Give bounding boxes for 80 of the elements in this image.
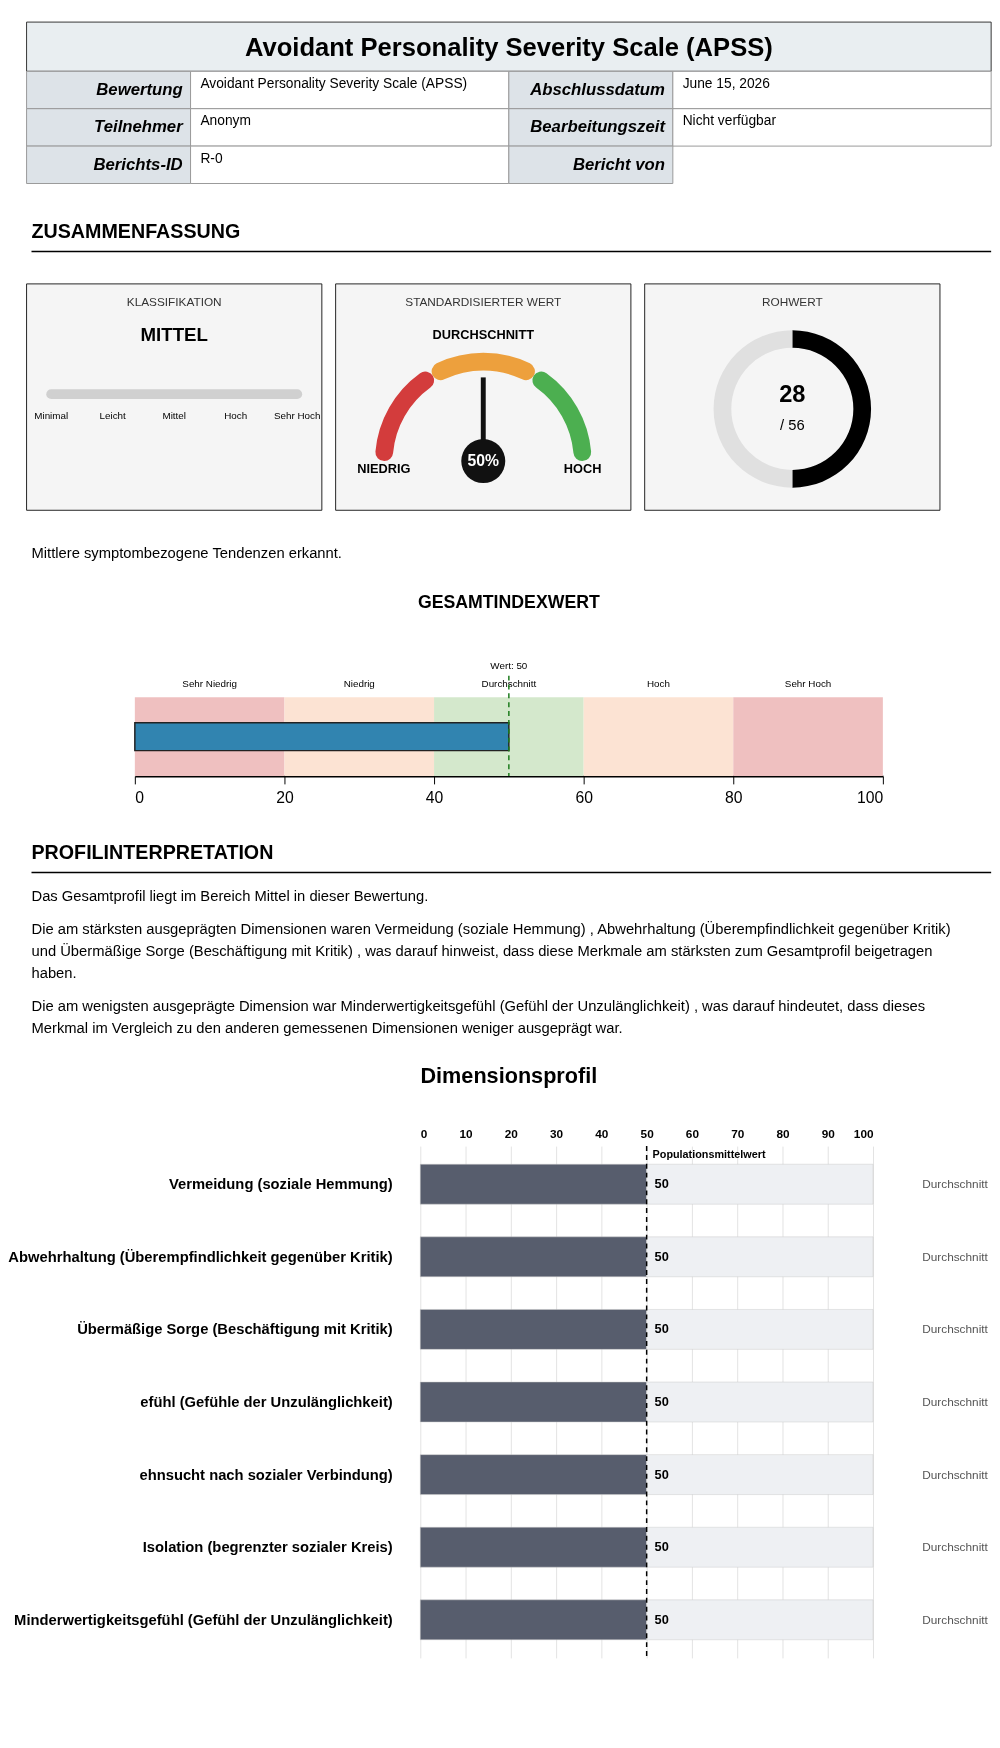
x-tick-label: 60 (575, 789, 594, 807)
text: Durchschnitt (922, 1612, 989, 1627)
band-label: Niedrig (343, 678, 375, 690)
y-tick-label: Übermäßige Sorge (Beschäftigung mit Kritik) (77, 1321, 393, 1338)
y-tick-label: efühl (Gefühle der Unzulänglichkeit) (140, 1393, 393, 1410)
text: June 15, 2026 (682, 76, 771, 92)
chart-title: GESAMTINDEXWERT (417, 591, 601, 612)
category-label: Leicht (99, 409, 127, 421)
x-tick-label: 80 (725, 789, 743, 807)
data-label: 50 (654, 1321, 669, 1337)
text: Das Gesamtprofil liegt im Bereich Mittel in dieser Bewertung. (31, 888, 429, 905)
category-label: Mittel (162, 409, 186, 421)
x2-tick-label: 40 (595, 1126, 609, 1141)
text: Durchschnitt (922, 1394, 989, 1409)
text: PROFILINTERPRETATION (31, 840, 274, 863)
text: Avoidant Personality Severity Scale (APSS) (244, 32, 773, 61)
text: Teilnehmer (94, 117, 185, 137)
chart-title: Dimensionsprofil (420, 1063, 598, 1089)
x2-tick-label: 50 (640, 1126, 655, 1141)
x2-tick-label: 30 (550, 1126, 564, 1141)
slice-label: DURCHSCHNITT (432, 327, 535, 343)
data-label: 50 (654, 1248, 669, 1264)
text: Nicht verfügbar (682, 113, 777, 129)
data-label: 50 (654, 1611, 669, 1627)
text: 28 (779, 381, 806, 408)
y-tick-label: ehnsucht nach sozialer Verbindung) (139, 1466, 393, 1483)
text: Mittlere symptombezogene Tendenzen erkannt. (31, 544, 342, 561)
text: Durchschnitt (922, 1177, 989, 1192)
y-tick-label: Minderwertigkeitsgefühl (Gefühl der Unzulänglichkeit) (14, 1611, 393, 1628)
x-tick-label: 100 (857, 789, 884, 807)
data-label: 50 (654, 1176, 669, 1192)
text: Durchschnitt (922, 1322, 989, 1337)
x-tick-label: 0 (135, 789, 145, 807)
text: Bewertung (96, 79, 183, 99)
x2-tick-label: 80 (776, 1126, 790, 1141)
text: Durchschnitt (922, 1249, 989, 1264)
band-label: Sehr Niedrig (182, 678, 237, 690)
text: 50% (467, 451, 500, 469)
text: R-0 (200, 150, 223, 166)
text: MITTEL (140, 323, 208, 345)
category-label: Sehr Hoch (274, 409, 321, 421)
x2-tick-label: 100 (853, 1126, 874, 1141)
text: Bearbeitungszeit (530, 117, 667, 137)
category-label: Minimal (34, 409, 69, 421)
text: Durchschnitt (922, 1467, 989, 1482)
category-label: Hoch (224, 409, 248, 421)
text: Durchschnitt (922, 1540, 989, 1555)
x2-tick-label: 20 (504, 1126, 519, 1141)
y-tick-label: Abwehrhaltung (Überempfindlichkeit gegenüber Kritik) (8, 1248, 393, 1265)
x2-tick-label: 60 (685, 1126, 700, 1141)
data-label: 50 (654, 1466, 669, 1482)
x2-tick-label: 0 (420, 1126, 428, 1141)
text: Berichts-ID (93, 154, 183, 174)
data-label: 50 (654, 1393, 669, 1409)
text: Bericht von (572, 154, 665, 174)
data-label: 50 (654, 1539, 669, 1555)
x-tick-label: 20 (276, 789, 294, 807)
y-tick-label: Isolation (begrenzter sozialer Kreis) (142, 1539, 393, 1556)
text: ZUSAMMENFASSUNG (31, 219, 241, 242)
slice-label: NIEDRIG (357, 460, 411, 476)
band-label: Hoch (646, 678, 670, 690)
text: Die am stärksten ausgeprägten Dimensionen waren Vermeidung (soziale Hemmung) , Abwehrhaltung (Überempfindlichkeit gegenüber Kritik) und Übermäßige Sorge (Beschäftigung mit Kritik) , was darauf hinweist, dass diese Merkmale am stärksten zum Gesamtprofil beigetragen haben. (31, 920, 951, 981)
x2-tick-label: 70 (731, 1126, 745, 1141)
x2-tick-label: 90 (821, 1126, 836, 1141)
y-tick-label: Vermeidung (soziale Hemmung) (168, 1176, 393, 1193)
ref-line-label: Populationsmittelwert (652, 1147, 766, 1160)
x2-tick-label: 10 (459, 1126, 474, 1141)
text: Avoidant Personality Severity Scale (APSS) (200, 76, 468, 92)
chart-title: STANDARDISIERTER WERT (405, 294, 562, 309)
band-label: Durchschnitt (481, 678, 537, 690)
text: Abschlussdatum (529, 79, 666, 99)
band-label: Sehr Hoch (784, 678, 832, 690)
slice-label: HOCH (563, 460, 602, 476)
text: Anonym (200, 113, 251, 129)
text: Die am wenigsten ausgeprägte Dimension war Minderwertigkeitsgefühl (Gefühl der Unzulänglichkeit) , was darauf hindeutet, dass dieses Merkmal im Vergleich zu den anderen gemessenen Dimensionen weniger ausgeprägt war. (31, 998, 926, 1036)
text: / 56 (780, 416, 805, 433)
text: KLASSIFIKATION (126, 294, 222, 309)
x-tick-label: 40 (425, 789, 444, 807)
ref-line-label: Wert: 50 (490, 659, 528, 671)
chart-title: ROHWERT (761, 294, 823, 309)
